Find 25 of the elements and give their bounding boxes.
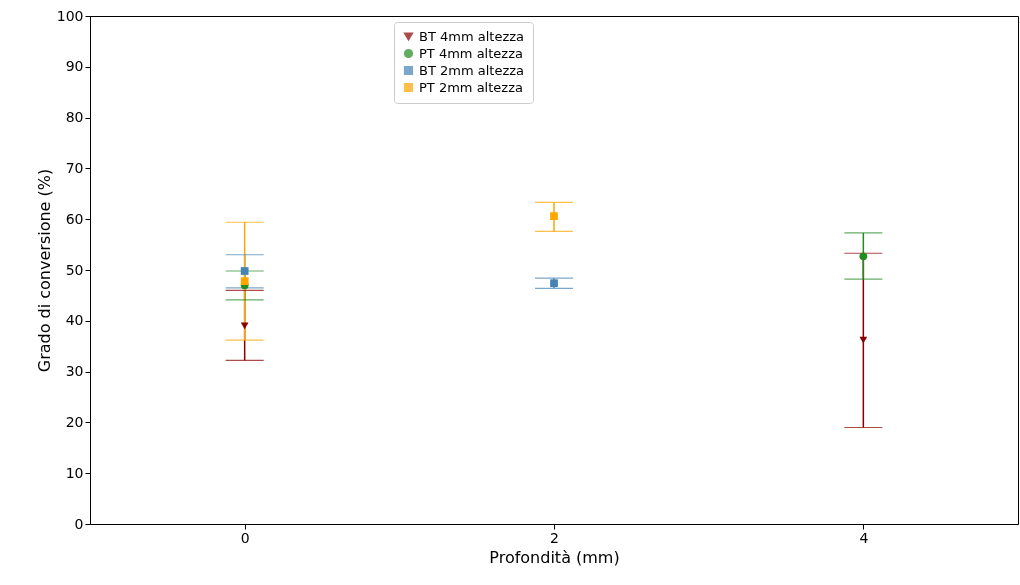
y-tick-label: 10 — [65, 464, 84, 481]
x-tick-label: 0 — [240, 529, 250, 546]
legend-label: PT 4mm altezza — [419, 45, 523, 61]
point — [240, 267, 249, 275]
y-axis-title: Grado di conversione (%) — [34, 168, 54, 373]
legend-label: BT 4mm altezza — [419, 28, 525, 44]
y-tick-label: 50 — [65, 261, 84, 278]
point — [240, 277, 249, 286]
x-tick-label: 2 — [550, 529, 559, 546]
y-tick-label: 100 — [56, 7, 84, 24]
y-tick-label: 70 — [65, 159, 84, 176]
y-tick-label: 40 — [65, 312, 84, 329]
point — [859, 252, 868, 261]
x-tick-label: 4 — [859, 529, 869, 546]
y-tick-label: 20 — [65, 413, 84, 430]
y-tick-label: 80 — [65, 109, 84, 126]
legend-label: BT 2mm altezza — [419, 62, 525, 78]
y-tick-label: 60 — [65, 210, 84, 227]
y-tick-label: 90 — [65, 58, 84, 75]
legend-label: PT 2mm altezza — [419, 79, 523, 95]
y-tick-label: 30 — [65, 363, 84, 380]
point — [859, 336, 868, 344]
y-tick-label: 0 — [74, 515, 84, 532]
x-axis-title: Profondità (mm) — [489, 547, 620, 567]
point — [550, 212, 558, 221]
